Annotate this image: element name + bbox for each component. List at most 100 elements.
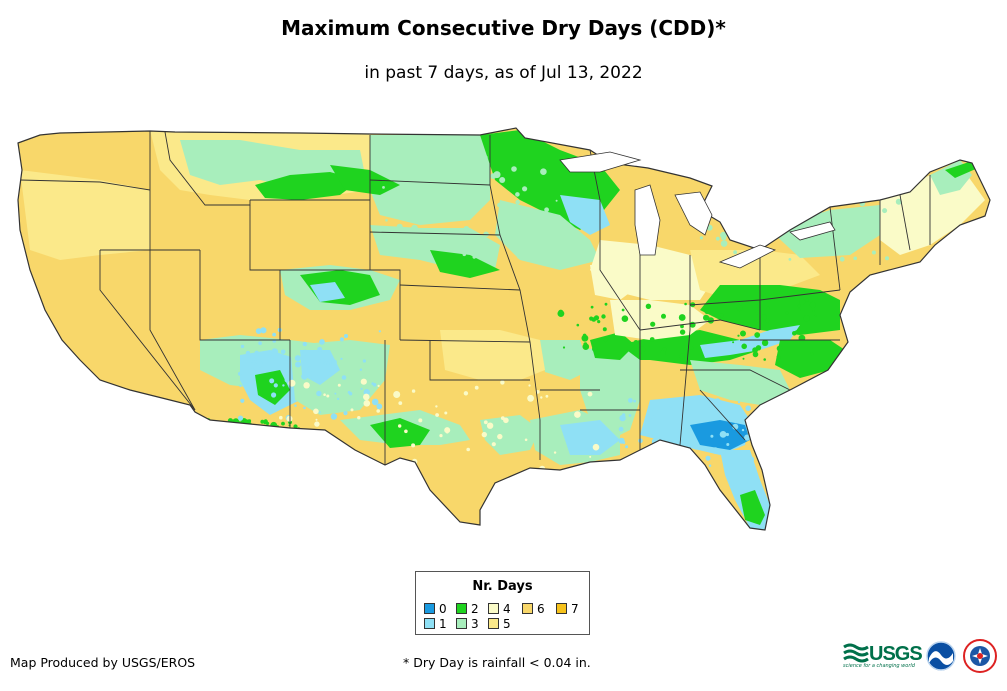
cdd-speckle [751,413,759,420]
cdd-speckle [311,374,318,381]
state-border [899,194,911,251]
cdd-speckle [754,332,761,338]
cdd-speckle [703,314,709,321]
cdd-region-2-days [255,172,360,200]
legend-item-2: 2 [456,603,479,617]
cdd-speckle [337,383,341,387]
cdd-region-3-days [495,200,600,270]
state-border [164,131,251,206]
cdd-speckle [755,430,762,437]
cdd-speckle [810,352,814,356]
cdd-speckle [730,207,734,211]
producer-credit: Map Produced by USGS/EROS [10,655,196,670]
cdd-speckle [756,319,761,323]
cdd-speckle [413,183,416,186]
cdd-speckle [859,200,866,207]
cdd-speckle [395,153,403,161]
cdd-speckle [237,371,243,376]
cdd-speckle [339,337,344,342]
cdd-speckle [261,399,267,404]
cdd-speckle [443,239,449,244]
cdd-speckle [251,425,254,428]
cdd-region-2-days [590,332,635,360]
cdd-speckle [797,308,801,312]
dry-day-footnote: * Dry Day is rainfall < 0.04 in. [403,655,591,670]
cdd-speckle [871,230,877,236]
cdd-speckle [405,243,410,248]
cdd-speckle [595,461,600,467]
cdd-speckle [206,436,210,441]
cdd-speckle [797,304,801,308]
cdd-speckle [255,328,262,334]
noaa-emblem-icon [926,641,956,671]
cdd-speckle [554,219,560,225]
cdd-speckle [341,375,347,380]
cdd-speckle [466,447,471,452]
cdd-region-1-days [560,195,610,235]
cdd-speckle [719,313,724,318]
cdd-speckle [251,373,255,376]
legend-item-4: 4 [488,603,511,617]
cdd-speckle [380,234,386,241]
cdd-speckle [708,336,713,341]
cdd-speckle [469,168,476,176]
cdd-speckle [527,394,534,402]
usgs-wordmark: USGS [869,643,923,665]
cdd-speckle [218,425,225,431]
cdd-speckle [516,214,520,217]
cdd-speckle [295,361,301,368]
cdd-speckle [239,384,242,387]
cdd-speckle [677,464,683,470]
cdd-speckle [365,460,373,468]
cdd-speckle [280,349,286,355]
cdd-speckle [755,345,762,351]
cdd-speckle [518,249,521,253]
cdd-speckle [645,303,652,309]
cdd-speckle [247,435,253,441]
cdd-speckle [720,240,728,247]
cdd-speckle [272,433,278,438]
cdd-speckle [424,211,429,216]
cdd-speckle [499,177,506,183]
cdd-speckle [491,442,496,447]
cdd-speckle [331,373,334,376]
cdd-speckle [553,451,557,454]
cdd-speckle [256,360,264,368]
cdd-speckle [725,450,731,456]
cdd-speckle [282,384,285,387]
cdd-speckle [853,256,857,261]
cdd-speckle [710,434,714,438]
cdd-speckle [484,155,488,160]
cdd-speckle [439,434,443,438]
cdd-speckle [281,435,285,439]
cdd-speckle [744,434,751,441]
cdd-speckle [462,252,467,257]
cdd-speckle [633,340,639,345]
cdd-speckle [377,384,380,387]
cdd-speckle [631,461,638,468]
legend-swatch [488,603,499,614]
cdd-speckle [752,224,758,230]
cdd-speckle [474,385,479,390]
state-border [489,135,541,421]
cdd-speckle [245,350,251,356]
cdd-speckle [715,236,720,241]
cdd-speckle [517,254,522,259]
cdd-regions [20,130,985,530]
us-outline [17,127,991,531]
cdd-speckle [689,321,696,328]
state-border [369,179,491,186]
cdd-speckle [737,401,741,404]
cdd-speckle [601,314,606,319]
legend-item-5: 5 [488,618,511,632]
cdd-speckle [243,434,249,440]
cdd-speckle [486,422,494,429]
cdd-speckle [435,405,438,408]
cdd-speckle [481,431,487,438]
cdd-speckle [753,205,760,213]
cdd-speckle [885,256,889,261]
cdd-speckle [895,198,902,205]
cdd-speckle [201,429,205,433]
cdd-speckle [271,348,279,355]
cdd-speckle [393,464,397,469]
